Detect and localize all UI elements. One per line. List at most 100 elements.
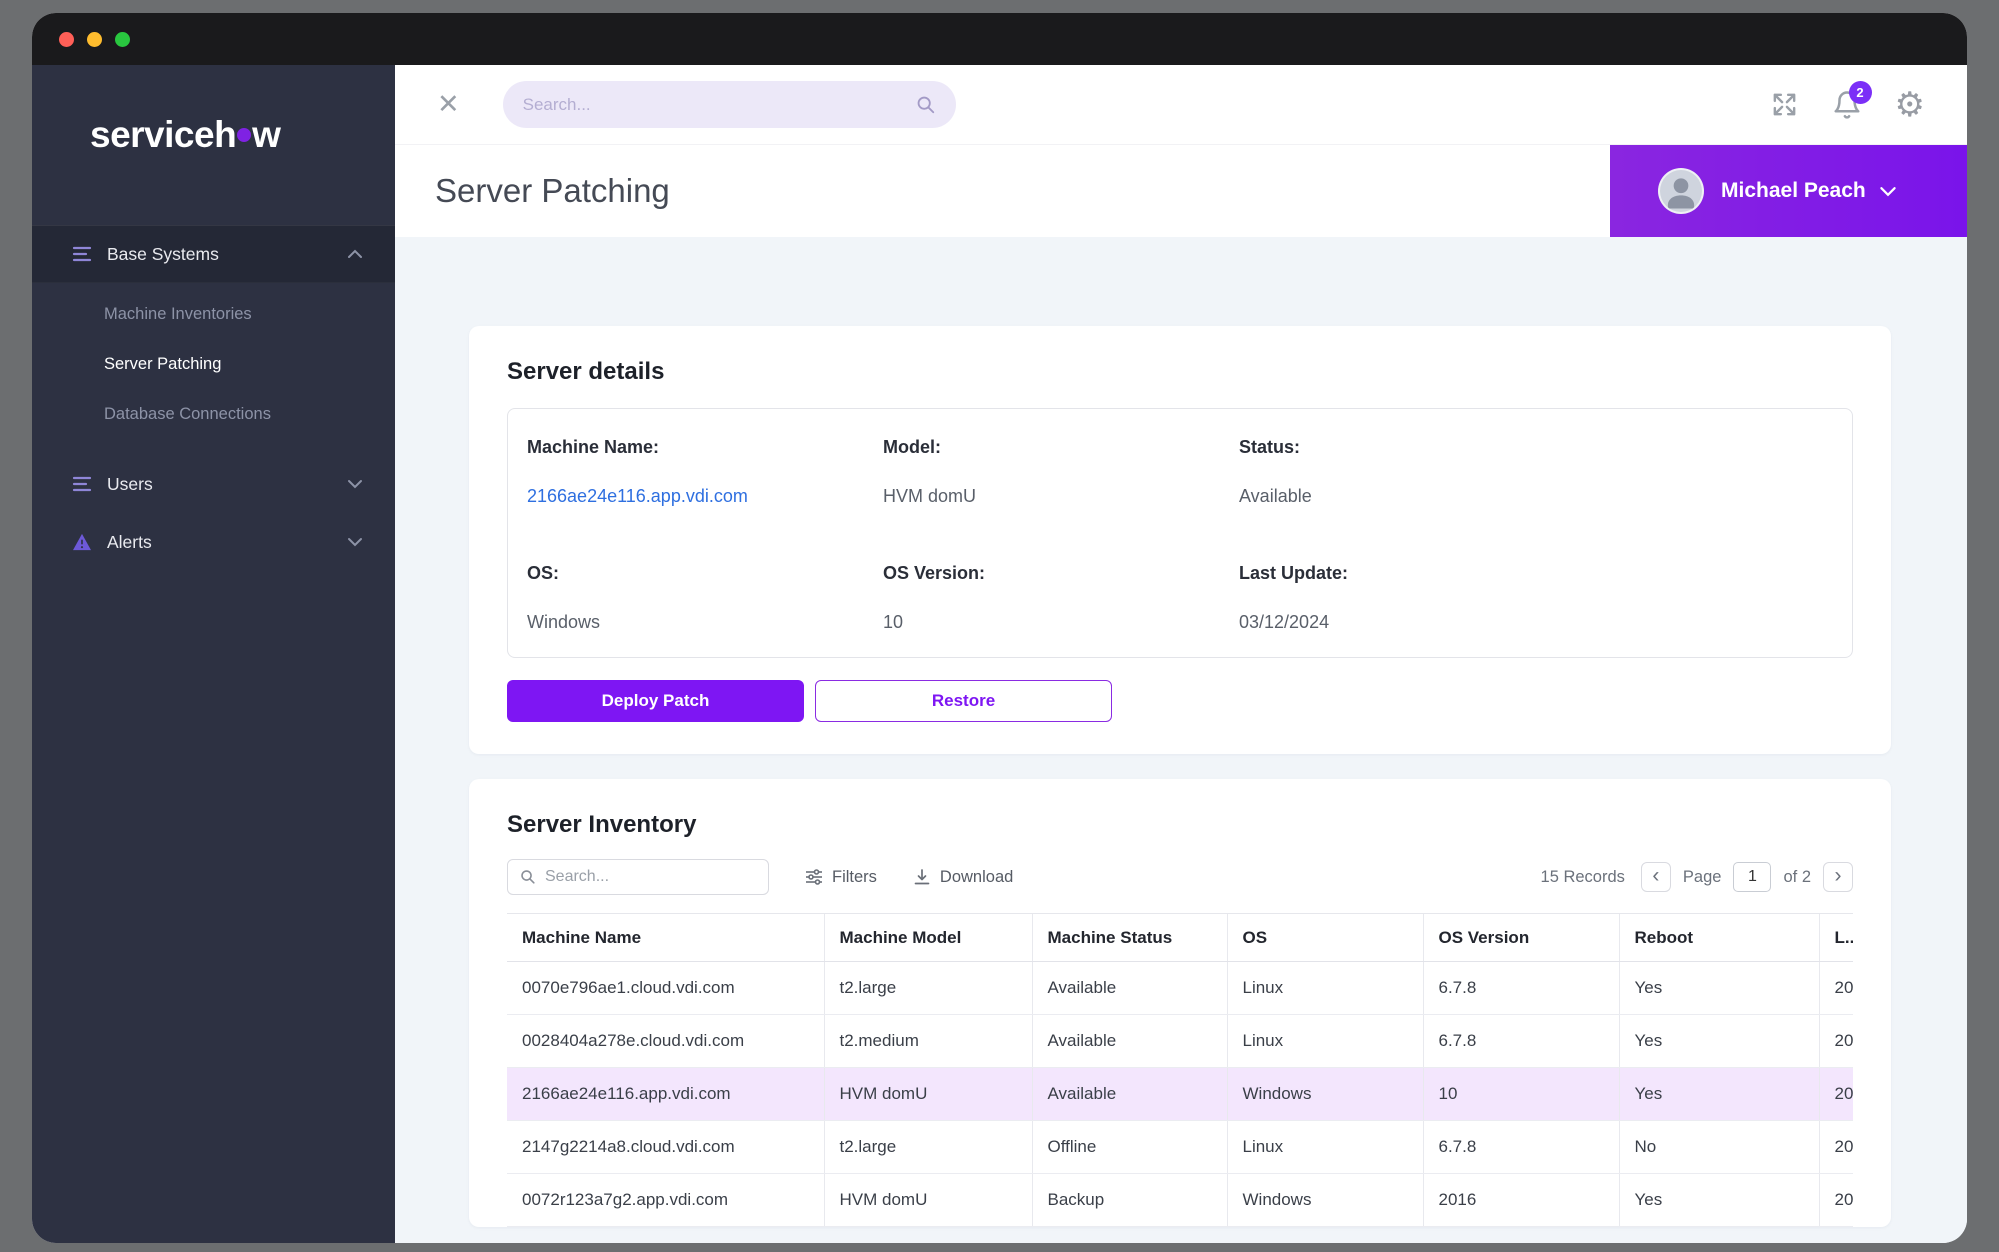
cell-machine-status: Available: [1032, 1015, 1227, 1068]
avatar: [1658, 168, 1704, 214]
sidebar: servicehw Base Systems Ma: [32, 65, 395, 1243]
zoom-window-button[interactable]: [115, 32, 130, 47]
field-status: Status: Available: [1239, 437, 1832, 507]
field-os: OS: Windows: [527, 563, 883, 633]
inventory-search-input[interactable]: [545, 868, 756, 886]
filters-icon: [805, 868, 823, 886]
sidebar-item-machine-inventories[interactable]: Machine Inventories: [32, 289, 395, 339]
cell-machine-name[interactable]: 2147g2214a8.cloud.vdi.com: [507, 1121, 824, 1174]
field-value: 10: [883, 612, 1239, 633]
sidebar-item-label: Alerts: [107, 532, 152, 553]
cell-os-version: 10: [1423, 1068, 1619, 1121]
field-machine-name: Machine Name: 2166ae24e116.app.vdi.com: [527, 437, 883, 507]
topbar: ✕: [395, 65, 1967, 145]
sidebar-subitem-label: Server Patching: [104, 355, 221, 374]
field-label: OS:: [527, 563, 883, 584]
settings-gear-icon[interactable]: ⚙: [1895, 88, 1925, 122]
cell-machine-status: Offline: [1032, 1121, 1227, 1174]
sidebar-item-users[interactable]: Users: [32, 455, 395, 513]
page-title: Server Patching: [435, 172, 670, 210]
cell-machine-status: Backup: [1032, 1174, 1227, 1227]
download-button[interactable]: Download: [913, 868, 1013, 887]
column-header[interactable]: OS: [1227, 914, 1423, 962]
field-label: Model:: [883, 437, 1239, 458]
expand-icon[interactable]: [1770, 90, 1799, 119]
page-number-input[interactable]: [1733, 862, 1771, 892]
logo-text-right: w: [252, 114, 280, 156]
table-row[interactable]: 0028404a278e.cloud.vdi.com t2.medium Ava…: [507, 1015, 1853, 1068]
download-label: Download: [940, 868, 1013, 887]
notifications-bell-icon[interactable]: 2: [1832, 90, 1862, 120]
table-row[interactable]: 0070e796ae1.cloud.vdi.com t2.large Avail…: [507, 962, 1853, 1015]
cell-last-update: 202: [1819, 962, 1853, 1015]
cell-machine-status: Available: [1032, 1068, 1227, 1121]
restore-button[interactable]: Restore: [815, 680, 1112, 722]
close-window-button[interactable]: [59, 32, 74, 47]
deploy-patch-button[interactable]: Deploy Patch: [507, 680, 804, 722]
column-header[interactable]: Machine Model: [824, 914, 1032, 962]
main-area: ✕: [395, 65, 1967, 1243]
field-label: Machine Name:: [527, 437, 883, 458]
cell-machine-name[interactable]: 0072r123a7g2.app.vdi.com: [507, 1174, 824, 1227]
inventory-table-wrap: Machine Name Machine Model Machine Statu…: [507, 913, 1853, 1227]
table-row[interactable]: 0072r123a7g2.app.vdi.com HVM domU Backup…: [507, 1174, 1853, 1227]
table-row[interactable]: 2147g2214a8.cloud.vdi.com t2.large Offli…: [507, 1121, 1853, 1174]
global-search-input[interactable]: [523, 95, 916, 115]
cell-os: Windows: [1227, 1174, 1423, 1227]
cell-last-update: 202: [1819, 1068, 1853, 1121]
logo-ring-icon: [237, 128, 251, 142]
cell-reboot: Yes: [1619, 1174, 1819, 1227]
cell-os-version: 2016: [1423, 1174, 1619, 1227]
field-value: 03/12/2024: [1239, 612, 1832, 633]
field-label: Status:: [1239, 437, 1832, 458]
column-header[interactable]: Machine Status: [1032, 914, 1227, 962]
column-header[interactable]: Reboot: [1619, 914, 1819, 962]
column-header[interactable]: Machine Name: [507, 914, 824, 962]
next-page-button[interactable]: ›: [1823, 862, 1853, 892]
cell-os: Windows: [1227, 1068, 1423, 1121]
field-model: Model: HVM domU: [883, 437, 1239, 507]
table-header-row: Machine Name Machine Model Machine Statu…: [507, 914, 1853, 962]
machine-name-link[interactable]: 2166ae24e116.app.vdi.com: [527, 486, 883, 507]
cell-machine-name[interactable]: 2166ae24e116.app.vdi.com: [507, 1068, 824, 1121]
user-menu[interactable]: Michael Peach: [1610, 145, 1967, 237]
logo-text-left: serviceh: [90, 114, 236, 156]
app-logo: serviceh w: [32, 65, 395, 205]
column-header[interactable]: L...: [1819, 914, 1853, 962]
cell-last-update: 202: [1819, 1015, 1853, 1068]
sidebar-item-alerts[interactable]: Alerts: [32, 513, 395, 571]
sidebar-item-database-connections[interactable]: Database Connections: [32, 389, 395, 439]
close-icon[interactable]: ✕: [437, 91, 460, 118]
app-window: servicehw Base Systems Ma: [32, 13, 1967, 1243]
field-value: Available: [1239, 486, 1832, 507]
cell-machine-name[interactable]: 0028404a278e.cloud.vdi.com: [507, 1015, 824, 1068]
cell-reboot: Yes: [1619, 962, 1819, 1015]
server-inventory-title: Server Inventory: [507, 811, 1853, 839]
inventory-search[interactable]: [507, 859, 769, 895]
list-icon: [72, 245, 92, 263]
cell-last-update: 202: [1819, 1174, 1853, 1227]
column-header[interactable]: OS Version: [1423, 914, 1619, 962]
table-row-selected[interactable]: 2166ae24e116.app.vdi.com HVM domU Availa…: [507, 1068, 1853, 1121]
sidebar-item-server-patching[interactable]: Server Patching: [32, 339, 395, 389]
filters-button[interactable]: Filters: [805, 868, 877, 887]
chevron-down-icon: [347, 479, 363, 489]
sidebar-item-base-systems[interactable]: Base Systems: [32, 225, 395, 283]
chevron-down-icon: [347, 537, 363, 547]
server-details-card: Server details Machine Name: 2166ae24e11…: [469, 326, 1891, 754]
global-search[interactable]: [503, 81, 956, 128]
cell-machine-model: t2.large: [824, 1121, 1032, 1174]
server-inventory-card: Server Inventory: [469, 779, 1891, 1227]
cell-last-update: 202: [1819, 1121, 1853, 1174]
prev-page-button[interactable]: ‹: [1641, 862, 1671, 892]
sidebar-subitem-label: Machine Inventories: [104, 305, 252, 324]
records-count: 15 Records: [1541, 868, 1625, 887]
base-systems-sublist: Machine Inventories Server Patching Data…: [32, 283, 395, 447]
cell-machine-model: t2.large: [824, 962, 1032, 1015]
server-details-title: Server details: [507, 358, 1853, 386]
cell-reboot: Yes: [1619, 1068, 1819, 1121]
pagination: 15 Records ‹ Page of 2 ›: [1541, 862, 1853, 892]
minimize-window-button[interactable]: [87, 32, 102, 47]
user-name: Michael Peach: [1721, 179, 1866, 203]
cell-machine-name[interactable]: 0070e796ae1.cloud.vdi.com: [507, 962, 824, 1015]
